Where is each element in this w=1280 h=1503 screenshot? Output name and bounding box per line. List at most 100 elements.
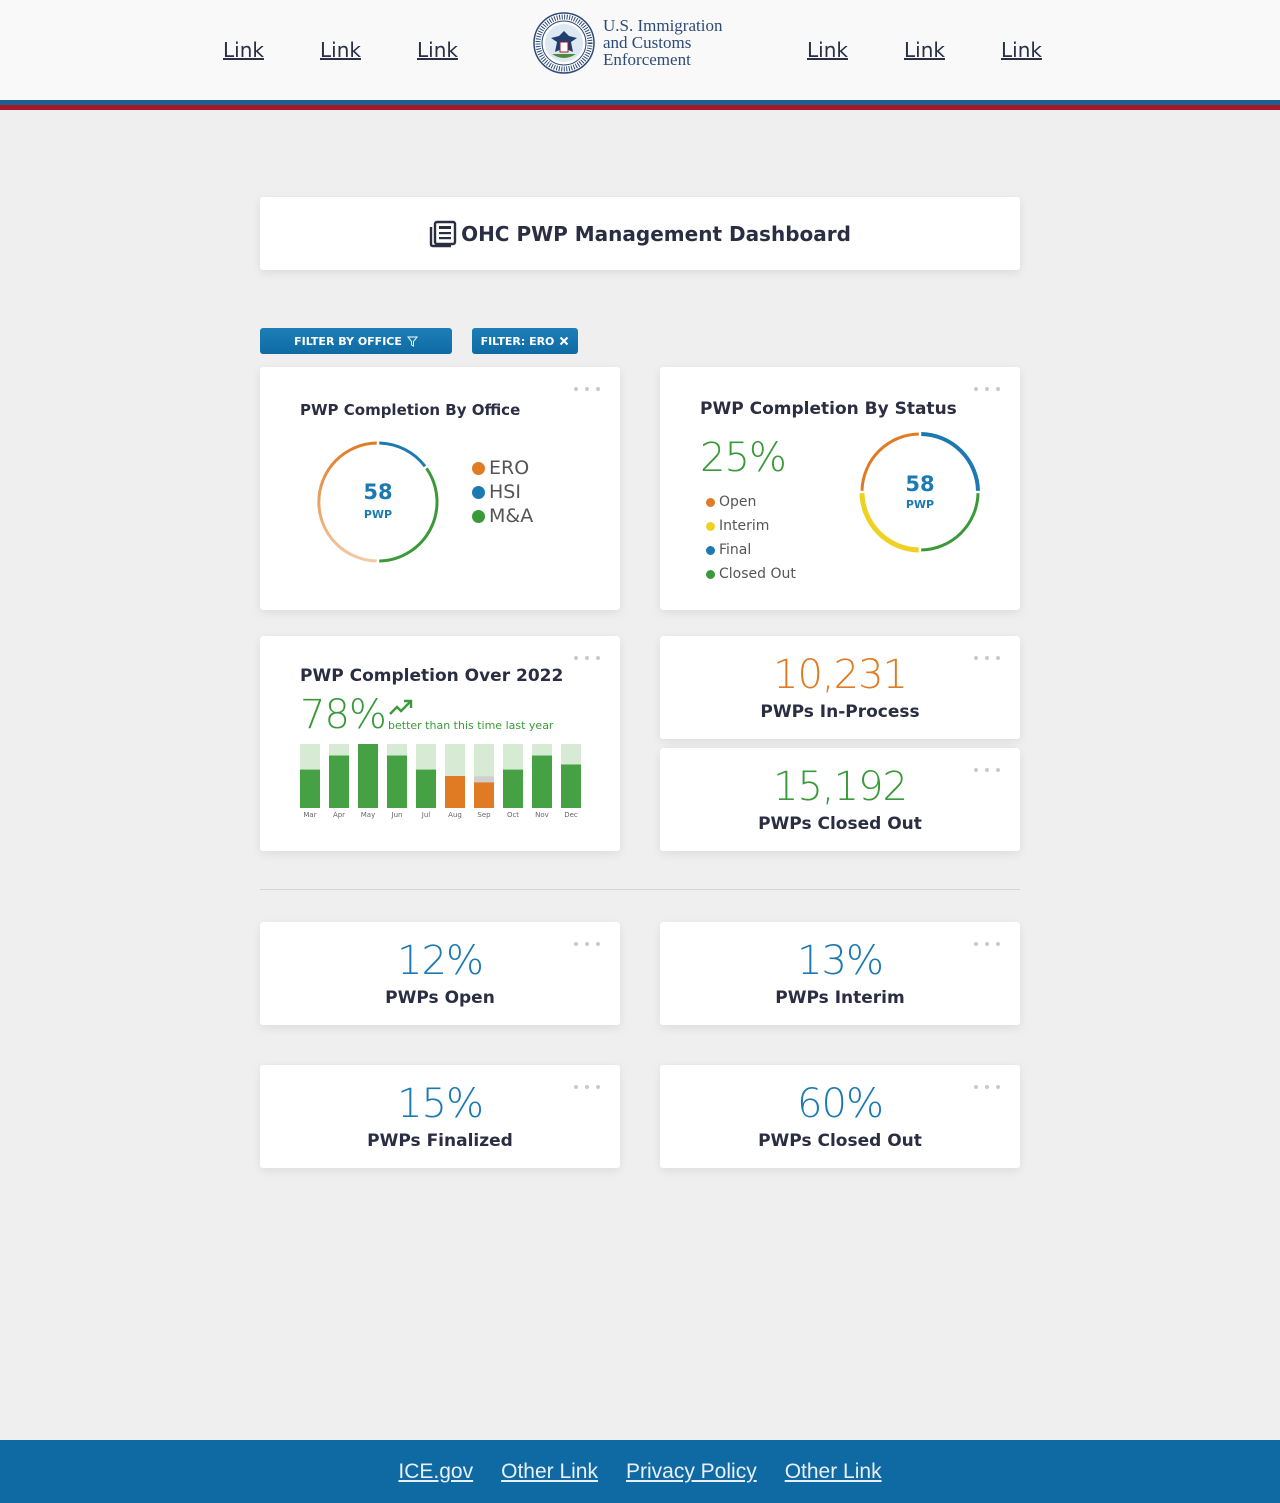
- bar-label-jun: Jun: [391, 811, 403, 819]
- dhs-seal-icon: [533, 12, 595, 74]
- stat-label: PWPs Finalized: [367, 1131, 513, 1151]
- card-menu-icon[interactable]: [574, 942, 600, 948]
- footer-link-other-1[interactable]: Other Link: [501, 1459, 598, 1483]
- legend-item: Closed Out: [706, 566, 796, 582]
- status-percent: 25%: [700, 435, 787, 481]
- legend-swatch: [706, 521, 715, 531]
- bar-shortfall: [474, 776, 494, 783]
- card-menu-icon[interactable]: [574, 656, 600, 662]
- site-header: Link Link Link U.S. Immigration and Cust…: [0, 0, 1280, 100]
- card-menu-icon[interactable]: [574, 387, 600, 393]
- donut-slice-open: [860, 432, 919, 491]
- legend-swatch: [472, 509, 485, 523]
- footer-link-ice-gov[interactable]: ICE.gov: [398, 1459, 474, 1483]
- monthly-bar-chart: Mar Apr May Jun Jul Aug Sep Oct Nov Dec: [300, 744, 581, 819]
- status-center-unit: PWP: [906, 498, 934, 511]
- site-footer: ICE.gov Other Link Privacy Policy Other …: [0, 1440, 1280, 1503]
- bar-label-sep: Sep: [477, 811, 491, 819]
- completion-by-status-card: PWP Completion By Status 25% Open Interim…: [660, 367, 1020, 610]
- card-title: PWP Completion By Office: [300, 401, 521, 419]
- bar-aug: [445, 776, 465, 808]
- status-donut-chart: 58 PWP: [859, 432, 980, 553]
- close-icon[interactable]: [559, 336, 569, 346]
- bar-oct: [503, 769, 523, 808]
- donut-slice-hsi: [379, 441, 427, 468]
- stat-card-closed-out-count: 15,192 PWPs Closed Out: [660, 748, 1020, 851]
- legend-item: ERO: [472, 457, 529, 479]
- active-filter-chip[interactable]: FILTER: ERO: [472, 328, 578, 354]
- office-center-unit: PWP: [364, 508, 392, 521]
- stat-card-finalized: 15% PWPs Finalized: [260, 1065, 620, 1168]
- bar-dec: [561, 764, 581, 808]
- page-title: OHC PWP Management Dashboard: [461, 221, 851, 246]
- bar-label-jul: Jul: [421, 811, 431, 819]
- bar-label-mar: Mar: [303, 811, 316, 819]
- stat-label: PWPs Interim: [775, 988, 905, 1008]
- completion-by-office-card: PWP Completion By Office 58 PWP ERO HSI M&…: [260, 367, 620, 610]
- card-menu-icon[interactable]: [974, 1085, 1000, 1091]
- filter-by-office-label: FILTER BY OFFICE: [294, 334, 402, 348]
- legend-item: Final: [706, 542, 751, 558]
- bar-mar: [300, 769, 320, 808]
- bar-jul: [416, 769, 436, 808]
- legend-label: Open: [719, 494, 757, 510]
- legend-label: Interim: [719, 518, 770, 534]
- donut-slice-interim: [859, 493, 919, 553]
- legend-label: Closed Out: [719, 566, 796, 582]
- bar-label-oct: Oct: [507, 811, 519, 819]
- stat-label: PWPs Open: [385, 988, 495, 1008]
- funnel-icon: [406, 336, 418, 347]
- bar-jun: [387, 755, 407, 808]
- legend-item: Open: [706, 494, 756, 510]
- footer-link-privacy[interactable]: Privacy Policy: [626, 1459, 757, 1483]
- donut-slice-closed-out: [921, 493, 980, 552]
- section-divider: [260, 889, 1020, 890]
- stat-card-open: 12% PWPs Open: [260, 922, 620, 1025]
- card-menu-icon[interactable]: [974, 768, 1000, 774]
- trend-text: better than this time last year: [388, 719, 554, 732]
- bar-label-dec: Dec: [564, 811, 578, 819]
- year-percent: 78%: [300, 692, 387, 738]
- bar-sep: [474, 782, 494, 808]
- card-title: PWP Completion By Status: [700, 399, 957, 419]
- legend-item: Interim: [706, 518, 769, 534]
- nav-link-5[interactable]: Link: [904, 38, 945, 62]
- nav-link-1[interactable]: Link: [223, 38, 264, 62]
- legend-label: ERO: [489, 457, 530, 479]
- card-menu-icon[interactable]: [974, 387, 1000, 393]
- legend-item: M&A: [472, 505, 533, 527]
- donut-slice-ero: [317, 441, 377, 563]
- card-menu-icon[interactable]: [974, 656, 1000, 662]
- header-stripe-red: [0, 105, 1280, 110]
- nav-link-6[interactable]: Link: [1001, 38, 1042, 62]
- office-donut-chart: 58 PWP: [317, 441, 439, 563]
- legend-label: M&A: [489, 505, 534, 527]
- dashboard-title-card: OHC PWP Management Dashboard: [260, 197, 1020, 270]
- legend-swatch: [706, 569, 715, 579]
- office-center-value: 58: [363, 480, 392, 504]
- card-menu-icon[interactable]: [974, 942, 1000, 948]
- bar-label-aug: Aug: [448, 811, 462, 819]
- stat-value: 12%: [397, 938, 484, 984]
- nav-link-2[interactable]: Link: [320, 38, 361, 62]
- nav-link-3[interactable]: Link: [417, 38, 458, 62]
- card-menu-icon[interactable]: [574, 1085, 600, 1091]
- legend-label: HSI: [489, 481, 521, 503]
- nav-link-4[interactable]: Link: [807, 38, 848, 62]
- bar-may: [358, 744, 378, 808]
- donut-slice-final: [921, 432, 980, 491]
- filter-by-office-button[interactable]: FILTER BY OFFICE: [260, 328, 452, 354]
- legend-swatch: [472, 461, 485, 475]
- stat-label: PWPs Closed Out: [758, 814, 922, 834]
- trending-up-icon: [389, 699, 413, 715]
- card-title: PWP Completion Over 2022: [300, 666, 564, 686]
- bar-label-may: May: [361, 811, 375, 819]
- bar-label-apr: Apr: [333, 811, 345, 819]
- legend-item: HSI: [472, 481, 521, 503]
- footer-link-other-2[interactable]: Other Link: [784, 1459, 882, 1483]
- stat-value: 15%: [397, 1081, 484, 1127]
- active-filter-label: FILTER: ERO: [480, 334, 555, 348]
- ice-logo[interactable]: U.S. Immigration and Customs Enforcement: [533, 12, 743, 74]
- header-stripe-blue: [0, 100, 1280, 105]
- stat-label: PWPs Closed Out: [758, 1131, 922, 1151]
